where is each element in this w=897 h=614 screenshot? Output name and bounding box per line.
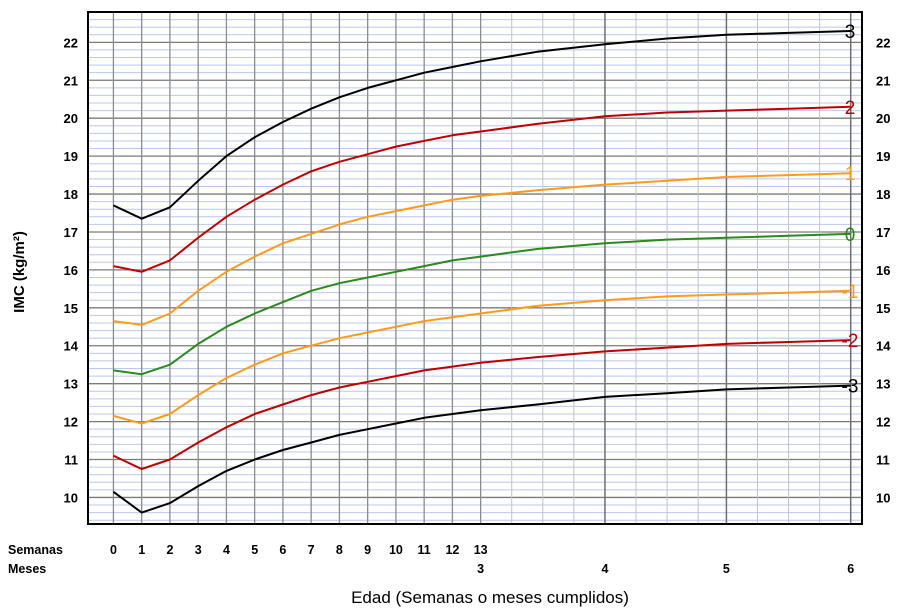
series-line--3	[112, 384, 851, 514]
y-tick-label-right: 20	[876, 111, 890, 126]
x-tick-label: 4	[223, 543, 230, 557]
series-label-1: 1	[845, 164, 856, 185]
x-tick-label: 5	[723, 562, 730, 576]
y-tick-label-left: 18	[64, 187, 78, 202]
y-tick-label-right: 12	[876, 415, 890, 430]
y-tick-label-left: 22	[64, 35, 78, 50]
y-tick-label-left: 10	[64, 490, 78, 505]
x-tick-label: 6	[847, 562, 854, 576]
y-tick-label-left: 17	[64, 225, 78, 240]
x-tick-label: 0	[110, 543, 117, 557]
y-tick-label-left: 21	[64, 73, 78, 88]
x-tick-label: 3	[477, 562, 484, 576]
y-tick-label-left: 11	[64, 453, 78, 468]
series-label-0: 0	[845, 225, 856, 246]
grid-layer	[88, 11, 862, 524]
x-tick-label: 7	[308, 543, 315, 557]
x-axis-title: Edad (Semanas o meses cumplidos)	[351, 588, 629, 607]
series-label--1: -1	[842, 282, 859, 303]
y-tick-label-right: 15	[876, 301, 890, 316]
x-tick-label: 5	[251, 543, 258, 557]
y-tick-label-right: 21	[876, 73, 890, 88]
plot-frame	[87, 11, 863, 525]
y-tick-label-right: 17	[876, 225, 890, 240]
y-tick-label-left: 14	[64, 339, 79, 354]
y-tick-label-right: 16	[876, 263, 890, 278]
y-tick-label-left: 13	[64, 377, 78, 392]
series-line--2	[112, 339, 851, 470]
series-label--3: -3	[842, 377, 859, 398]
x-tick-label: 11	[418, 543, 431, 557]
y-tick-label-right: 22	[876, 35, 890, 50]
x-tick-label: 12	[445, 543, 459, 557]
y-tick-label-right: 11	[876, 453, 890, 468]
x-tick-label: 6	[279, 543, 286, 557]
series-label--2: -2	[842, 331, 859, 352]
x-tick-label: 8	[336, 543, 343, 557]
series-line-2	[113, 105, 851, 273]
y-tick-label-left: 16	[64, 263, 78, 278]
y-tick-label-left: 20	[64, 111, 78, 126]
series-layer	[112, 30, 851, 514]
y-tick-label-right: 10	[876, 490, 890, 505]
x-tick-label: 2	[166, 543, 173, 557]
x-tick-label: 10	[389, 543, 403, 557]
x-axis-row-label: Meses	[8, 562, 46, 576]
x-tick-label: 1	[138, 543, 145, 557]
series-line--1	[113, 289, 851, 425]
y-tick-label-left: 15	[64, 301, 78, 316]
x-tick-label: 3	[195, 543, 202, 557]
y-tick-label-left: 12	[64, 415, 78, 430]
series-line-1	[113, 172, 851, 326]
series-label-2: 2	[845, 98, 856, 119]
y-axis-title: IMC (kg/m²)	[11, 231, 28, 313]
x-tick-label: 9	[364, 543, 371, 557]
y-tick-label-right: 14	[876, 339, 891, 354]
y-tick-label-left: 19	[64, 149, 78, 164]
series-label-3: 3	[845, 22, 856, 43]
series-line-3	[112, 30, 851, 220]
series-line-0	[113, 232, 851, 376]
x-tick-label: 13	[474, 543, 488, 557]
y-tick-label-right: 13	[876, 377, 890, 392]
x-axis-row-label: Semanas	[8, 543, 63, 557]
y-tick-label-right: 19	[876, 149, 890, 164]
x-tick-label: 4	[601, 562, 608, 576]
y-tick-label-right: 18	[876, 187, 890, 202]
